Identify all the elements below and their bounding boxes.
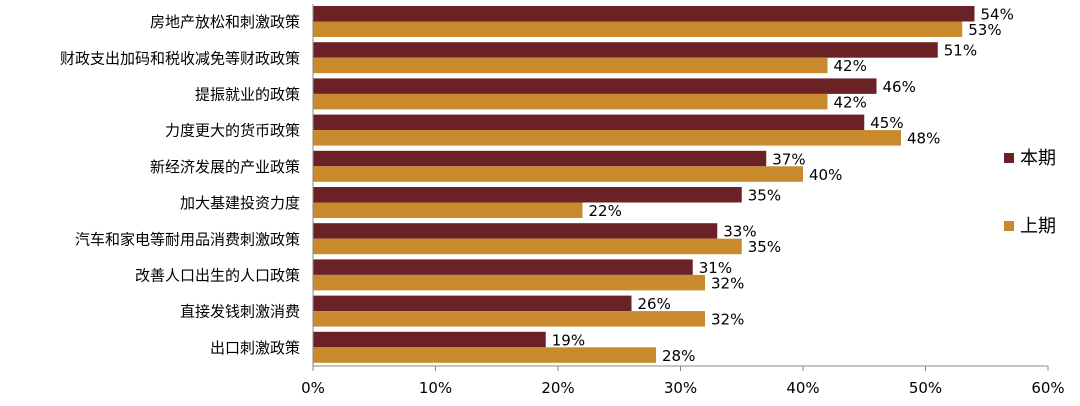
x-tick-label: 50% — [909, 379, 942, 397]
category-label: 改善人口出生的人口政策 — [135, 267, 300, 285]
bar-current — [313, 223, 718, 239]
category-label: 汽车和家电等耐用品消费刺激政策 — [75, 230, 300, 248]
bar-current — [313, 259, 693, 275]
bar-current — [313, 78, 877, 94]
category-label: 直接发钱刺激消费 — [180, 303, 300, 321]
value-label: 46% — [883, 78, 916, 96]
x-axis-ticks: 0% 10% 20% 30% 40% 50% 60% — [301, 366, 1065, 397]
value-label: 45% — [870, 114, 903, 132]
value-label: 19% — [552, 331, 585, 349]
x-tick-label: 10% — [419, 379, 452, 397]
category-label: 加大基建投资力度 — [180, 194, 300, 212]
value-label: 54% — [981, 6, 1014, 24]
value-label: 26% — [638, 295, 671, 313]
bar-previous — [313, 21, 963, 37]
x-tick-label: 60% — [1031, 379, 1064, 397]
value-label: 33% — [723, 223, 756, 241]
bar-previous — [313, 274, 705, 291]
value-label: 51% — [944, 42, 977, 60]
bar-previous — [313, 347, 656, 363]
bar-current — [313, 114, 865, 131]
bar-previous — [313, 202, 583, 218]
bar-previous — [313, 93, 828, 110]
bar-previous — [313, 57, 828, 74]
legend-label: 本期 — [1020, 148, 1056, 169]
value-label: 42% — [834, 93, 867, 111]
bar-previous — [313, 238, 742, 255]
x-tick-label: 40% — [786, 379, 819, 397]
legend-swatch — [1004, 221, 1014, 231]
bar-previous — [313, 130, 901, 146]
category-labels: 房地产放松和刺激政策财政支出加码和税收减免等财政政策提振就业的政策力度更大的货币… — [60, 13, 300, 357]
bar-current — [313, 150, 767, 167]
bars-group — [313, 6, 975, 363]
bar-previous — [313, 166, 803, 182]
x-tick-label: 20% — [541, 379, 574, 397]
legend-label: 上期 — [1020, 216, 1056, 237]
value-label: 35% — [748, 187, 781, 205]
bar-current — [313, 6, 975, 22]
bar-current — [313, 295, 632, 312]
value-label: 42% — [834, 57, 867, 75]
value-label: 53% — [968, 21, 1001, 39]
value-labels: 54%53%51%42%46%42%45%48%37%40%35%22%33%3… — [552, 6, 1014, 365]
bar-current — [313, 42, 938, 58]
x-tick-label: 30% — [664, 379, 697, 397]
value-label: 31% — [699, 259, 732, 277]
value-label: 28% — [662, 347, 695, 365]
bar-current — [313, 331, 546, 348]
category-label: 房地产放松和刺激政策 — [150, 13, 300, 31]
category-label: 力度更大的货币政策 — [165, 122, 300, 140]
bar-previous — [313, 311, 705, 327]
value-label: 40% — [809, 166, 842, 184]
bar-current — [313, 187, 742, 203]
x-tick-label: 0% — [301, 379, 325, 397]
value-label: 37% — [772, 150, 805, 168]
value-label: 22% — [589, 202, 622, 220]
legend-swatch — [1004, 153, 1014, 163]
value-label: 48% — [907, 130, 940, 148]
value-label: 35% — [748, 238, 781, 256]
category-label: 出口刺激政策 — [210, 339, 300, 357]
category-label: 提振就业的政策 — [195, 86, 300, 104]
category-label: 财政支出加码和税收减免等财政政策 — [60, 49, 300, 67]
category-label: 新经济发展的产业政策 — [150, 158, 300, 176]
value-label: 32% — [711, 311, 744, 329]
value-label: 32% — [711, 274, 744, 292]
